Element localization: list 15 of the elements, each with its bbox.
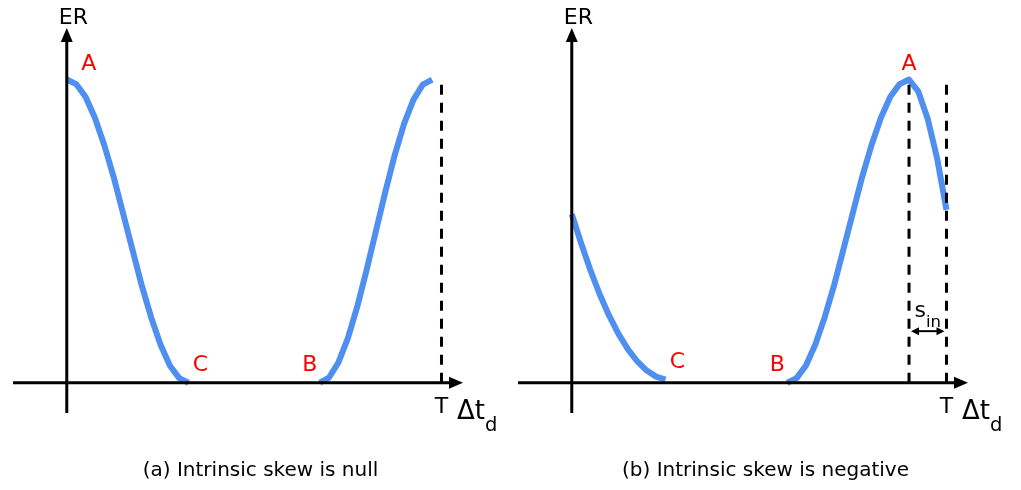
y-axis-title: ER	[563, 4, 593, 29]
text: A	[81, 49, 97, 75]
annotation: C	[192, 350, 209, 376]
annotation: C	[669, 347, 686, 373]
annotation: B	[769, 350, 785, 376]
text: (b) Intrinsic skew is negative	[621, 457, 910, 481]
text: T	[433, 392, 449, 418]
x-axis-title: Δt$_{d}$	[457, 394, 498, 436]
x-axis-title: Δt$_{d}$	[962, 394, 1003, 436]
text: T	[938, 392, 954, 418]
annotation: B	[302, 350, 318, 376]
y-axis-title: ER	[58, 4, 88, 29]
text: A	[901, 49, 917, 75]
text: (a) Intrinsic skew is null	[141, 457, 380, 481]
annotation: s$_{in}$	[914, 297, 942, 331]
